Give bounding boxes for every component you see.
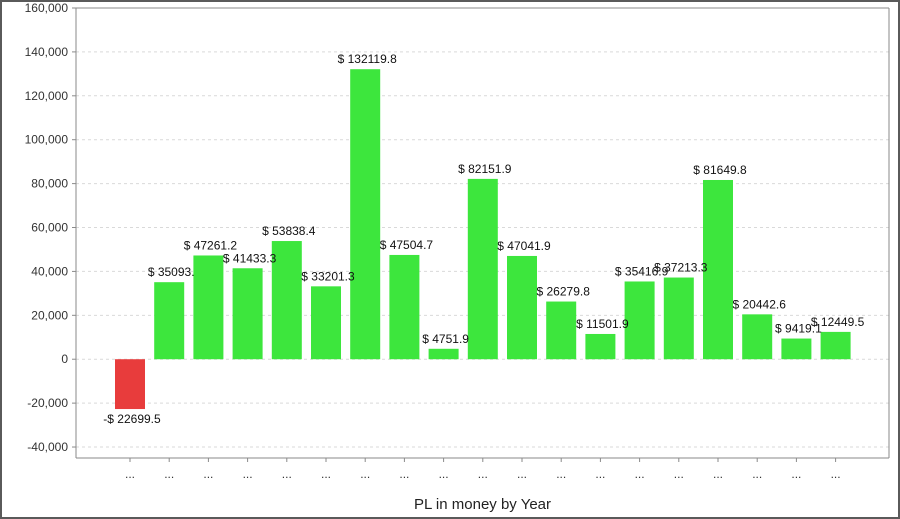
data-label: $ 41433.3 [223, 251, 277, 265]
bar[interactable] [742, 314, 773, 360]
x-tick-label: ... [164, 467, 174, 481]
bar[interactable] [585, 333, 616, 360]
data-label: $ 132119.8 [338, 52, 397, 66]
y-tick-label: 20,000 [31, 308, 68, 322]
data-label: $ 20442.6 [733, 297, 787, 311]
bar[interactable] [663, 277, 694, 360]
x-tick-label: ... [752, 467, 762, 481]
x-axis-title: PL in money by Year [414, 496, 551, 513]
y-tick-label: -40,000 [27, 440, 68, 454]
bar[interactable] [193, 255, 224, 360]
bar[interactable] [115, 359, 145, 410]
data-label: $ 47504.7 [380, 238, 434, 252]
bars [115, 69, 851, 410]
data-label: $ 81649.8 [693, 163, 747, 177]
bar[interactable] [624, 281, 655, 360]
data-label: -$ 22699.5 [103, 412, 161, 426]
y-tick-label: 140,000 [25, 45, 69, 59]
y-tick-label: 40,000 [31, 264, 68, 278]
y-tick-label: 60,000 [31, 221, 68, 235]
bar[interactable] [311, 286, 341, 360]
y-tick-label: -20,000 [27, 396, 68, 410]
x-tick-label: ... [321, 467, 331, 481]
data-label: $ 26279.8 [537, 285, 591, 299]
x-tick-label: ... [556, 467, 566, 481]
data-label: $ 12449.5 [811, 315, 865, 329]
y-tick-label: 120,000 [25, 89, 69, 103]
data-label: $ 47261.2 [184, 238, 238, 252]
x-tick-label: ... [478, 467, 488, 481]
bar[interactable] [232, 268, 263, 360]
data-label: $ 47041.9 [497, 239, 551, 253]
x-tick-label: ... [439, 467, 449, 481]
x-tick-label: ... [282, 467, 292, 481]
y-tick-label: 160,000 [25, 2, 69, 15]
bar[interactable] [154, 282, 185, 360]
data-label: $ 11501.9 [576, 317, 629, 331]
x-tick-label: ... [203, 467, 213, 481]
data-label: $ 35416.9 [615, 264, 669, 278]
x-tick-label: ... [243, 467, 253, 481]
bar[interactable] [389, 254, 420, 360]
x-tick-label: ... [713, 467, 723, 481]
bar[interactable] [350, 69, 381, 360]
y-axis-ticks: -40,000 -20,000 0 20,000 40,000 60,000 80,000 1… [25, 2, 76, 454]
bar[interactable] [703, 179, 733, 360]
data-labels: -$ 22699.5 $ 35093. $ 47261.2$ 41433.3 $ 53… [103, 52, 864, 426]
data-label: $ 33201.3 [301, 269, 355, 283]
y-tick-label: 0 [61, 352, 68, 366]
x-axis-ticks: ........................................… [125, 458, 841, 481]
y-tick-label: 100,000 [25, 133, 69, 147]
x-tick-label: ... [125, 467, 135, 481]
x-tick-label: ... [831, 467, 841, 481]
data-label: $ 53838.4 [262, 224, 316, 238]
data-label: $ 37213.3 [654, 261, 708, 275]
bar[interactable] [271, 241, 302, 360]
data-label: $ 35093. [148, 265, 195, 279]
bar[interactable] [781, 338, 812, 360]
axes [75, 7, 890, 459]
x-tick-label: ... [635, 467, 645, 481]
x-tick-label: ... [595, 467, 605, 481]
x-tick-label: ... [674, 467, 684, 481]
x-tick-label: ... [399, 467, 409, 481]
bar[interactable] [467, 178, 498, 360]
data-label: $ 82151.9 [458, 162, 512, 176]
data-label: $ 9419.1 [775, 322, 822, 336]
data-label: $ 4751.9 [422, 332, 469, 346]
bar[interactable] [428, 348, 459, 360]
x-tick-label: ... [791, 467, 801, 481]
x-tick-label: ... [517, 467, 527, 481]
bar[interactable] [507, 255, 537, 360]
x-tick-label: ... [360, 467, 370, 481]
bar[interactable] [546, 301, 577, 360]
bar[interactable] [820, 331, 851, 360]
y-tick-label: 80,000 [31, 177, 68, 191]
